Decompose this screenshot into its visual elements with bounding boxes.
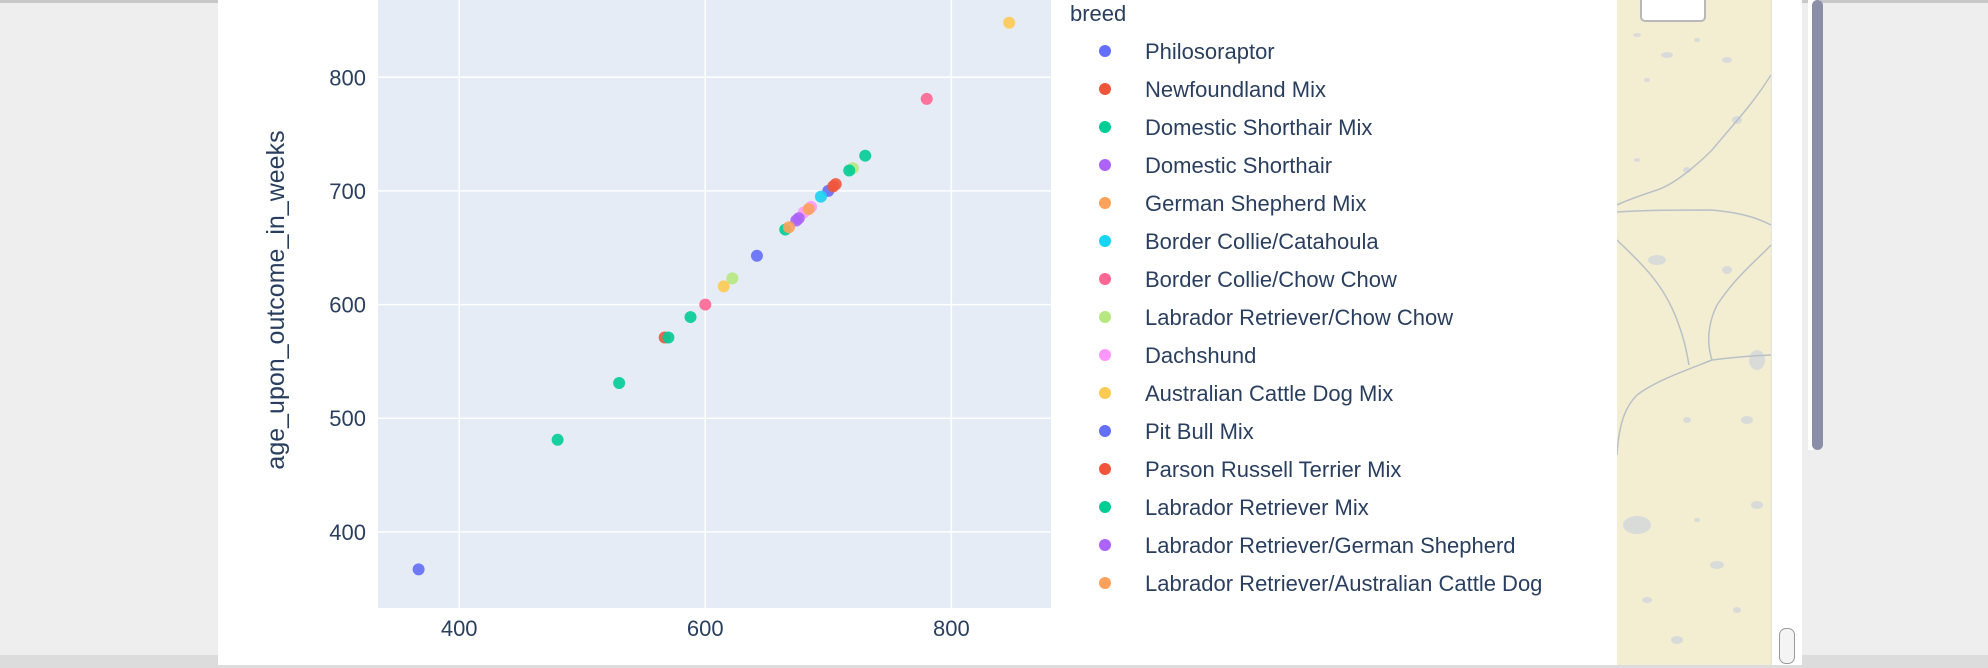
legend-label: Border Collie/Chow Chow: [1145, 267, 1397, 292]
data-point[interactable]: [613, 376, 626, 389]
map-panel[interactable]: [1617, 0, 1771, 665]
data-points: [412, 16, 1016, 576]
legend-item[interactable]: Border Collie/Catahoula: [1099, 229, 1379, 254]
legend-marker: [1099, 273, 1111, 285]
legend-label: Australian Cattle Dog Mix: [1145, 381, 1393, 406]
data-point[interactable]: [920, 92, 933, 105]
y-tick-label: 700: [329, 179, 366, 204]
data-point[interactable]: [782, 221, 795, 234]
legend-item[interactable]: Labrador Retriever/Chow Chow: [1099, 305, 1453, 330]
legend-marker: [1099, 501, 1111, 513]
data-point[interactable]: [662, 331, 675, 344]
legend-item[interactable]: Philosoraptor: [1099, 39, 1275, 64]
data-point[interactable]: [412, 563, 425, 576]
legend-title: breed: [1070, 1, 1126, 26]
legend-item[interactable]: Labrador Retriever/German Shepherd: [1099, 533, 1516, 558]
data-point[interactable]: [802, 203, 815, 216]
data-point[interactable]: [726, 272, 739, 285]
legend-label: Labrador Retriever/German Shepherd: [1145, 533, 1516, 558]
x-tick-label: 600: [687, 616, 724, 641]
legend-marker: [1099, 539, 1111, 551]
map-scrollbar-handle[interactable]: [1779, 628, 1795, 664]
map-terrain: [1617, 33, 1771, 644]
legend-label: Labrador Retriever/Chow Chow: [1145, 305, 1453, 330]
legend-marker: [1099, 577, 1111, 589]
data-point[interactable]: [699, 298, 712, 311]
legend-item[interactable]: Domestic Shorthair Mix: [1099, 115, 1372, 140]
legend-item[interactable]: Border Collie/Chow Chow: [1099, 267, 1397, 292]
legend-item[interactable]: Australian Cattle Dog Mix: [1099, 381, 1393, 406]
data-point[interactable]: [859, 149, 872, 162]
legend-marker: [1099, 235, 1111, 247]
legend-label: Border Collie/Catahoula: [1145, 229, 1379, 254]
x-tick-label: 400: [441, 616, 478, 641]
legend-item[interactable]: Domestic Shorthair: [1099, 153, 1332, 178]
legend-marker: [1099, 463, 1111, 475]
legend-label: Labrador Retriever/Australian Cattle Dog: [1145, 571, 1542, 596]
legend-label: Pit Bull Mix: [1145, 419, 1254, 444]
legend-item[interactable]: German Shepherd Mix: [1099, 191, 1366, 216]
scatter-chart: 400 500 600 700 800 400 600 800 age_upon_outco…: [262, 0, 1542, 641]
y-tick-labels: 400 500 600 700 800: [329, 65, 366, 545]
legend-label: Parson Russell Terrier Mix: [1145, 457, 1401, 482]
legend-label: Newfoundland Mix: [1145, 77, 1326, 102]
y-axis-label: age_upon_outcome_in_weeks: [262, 130, 290, 469]
y-tick-label: 400: [329, 520, 366, 545]
data-point[interactable]: [750, 249, 763, 262]
legend-marker: [1099, 83, 1111, 95]
data-point[interactable]: [843, 164, 856, 177]
legend-item[interactable]: Pit Bull Mix: [1099, 419, 1254, 444]
data-point[interactable]: [827, 180, 840, 193]
data-point[interactable]: [792, 212, 805, 225]
grid-lines: [378, 0, 1051, 608]
data-point[interactable]: [814, 190, 827, 203]
y-tick-label: 600: [329, 293, 366, 318]
legend-marker: [1099, 311, 1111, 323]
legend-marker: [1099, 197, 1111, 209]
legend-scrollbar[interactable]: [1812, 0, 1823, 450]
chart-page: 400 500 600 700 800 400 600 800 age_upon_outco…: [218, 0, 1823, 665]
legend-marker: [1099, 159, 1111, 171]
legend-item[interactable]: Parson Russell Terrier Mix: [1099, 457, 1401, 482]
y-tick-label: 500: [329, 406, 366, 431]
legend-label: Domestic Shorthair Mix: [1145, 115, 1372, 140]
legend-label: Dachshund: [1145, 343, 1256, 368]
legend-item[interactable]: Labrador Retriever/Australian Cattle Dog: [1099, 571, 1542, 596]
data-point[interactable]: [717, 280, 730, 293]
legend-label: Labrador Retriever Mix: [1145, 495, 1369, 520]
map-scroll-track[interactable]: [1771, 0, 1802, 665]
legend-marker: [1099, 425, 1111, 437]
map-control-button[interactable]: [1640, 0, 1706, 22]
legend-marker: [1099, 45, 1111, 57]
data-point[interactable]: [551, 433, 564, 446]
data-point[interactable]: [1003, 16, 1016, 29]
legend-item[interactable]: Newfoundland Mix: [1099, 77, 1326, 102]
legend-label: Domestic Shorthair: [1145, 153, 1332, 178]
legend-marker: [1099, 121, 1111, 133]
legend-marker: [1099, 387, 1111, 399]
legend: Philosoraptor Newfoundland Mix Domestic Sh…: [1099, 39, 1542, 596]
legend-item[interactable]: Dachshund: [1099, 343, 1256, 368]
x-tick-label: 800: [933, 616, 970, 641]
x-tick-labels: 400 600 800: [441, 616, 970, 641]
data-point[interactable]: [684, 311, 697, 324]
legend-item[interactable]: Labrador Retriever Mix: [1099, 495, 1369, 520]
legend-label: Philosoraptor: [1145, 39, 1275, 64]
legend-label: German Shepherd Mix: [1145, 191, 1366, 216]
y-tick-label: 800: [329, 65, 366, 90]
legend-marker: [1099, 349, 1111, 361]
